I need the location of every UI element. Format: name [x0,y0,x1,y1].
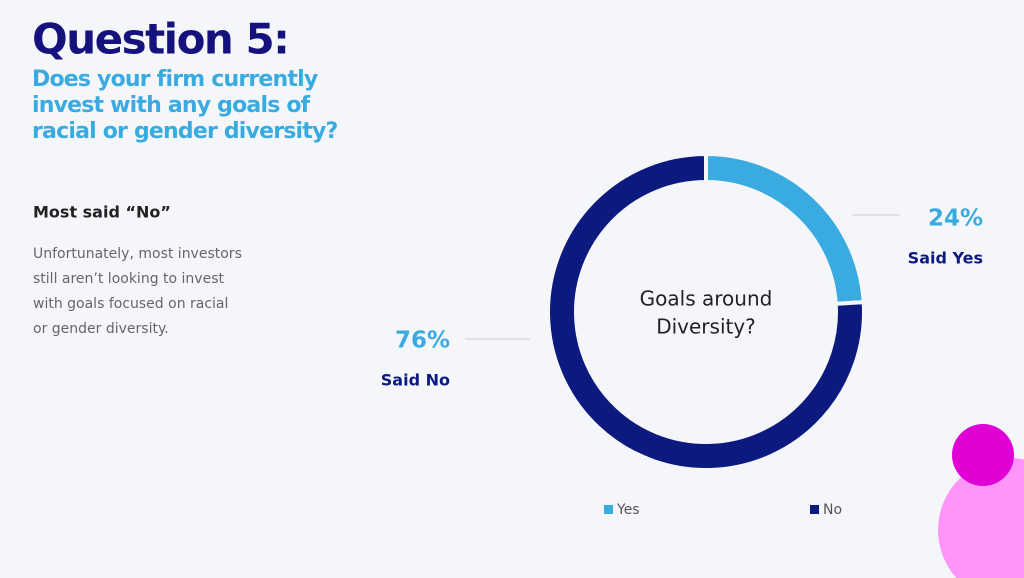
center-label: Diversity? [656,315,756,339]
slice [546,151,866,472]
legend-label: No [823,502,842,518]
value-label: 24% [928,206,983,232]
slice-label: Said Yes [908,249,983,268]
body-text: or gender diversity. [33,321,169,337]
slice-label: Said No [381,371,450,390]
legend-swatch [810,505,819,514]
body-text: with goals focused on racial [33,296,228,312]
title: Question 5: [32,15,288,64]
legend-label: Yes [616,502,640,518]
value-label: 76% [395,328,450,354]
legend-swatch [604,505,613,514]
subtitle: Does your firm currently [32,67,318,92]
subtitle: racial or gender diversity? [32,119,338,144]
body-text: still aren’t looking to invest [33,271,224,287]
decor-circle [952,424,1014,486]
decor-circle [938,458,1024,578]
center-label: Goals around [640,287,773,311]
body-text: Unfortunately, most investors [33,246,242,262]
heading: Most said “No” [33,203,171,222]
subtitle: invest with any goals of [32,93,311,118]
